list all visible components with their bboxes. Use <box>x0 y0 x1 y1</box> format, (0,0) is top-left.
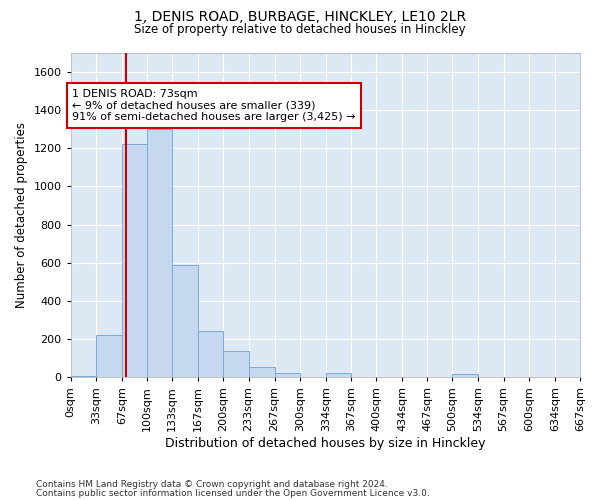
Text: Contains HM Land Registry data © Crown copyright and database right 2024.: Contains HM Land Registry data © Crown c… <box>36 480 388 489</box>
Bar <box>122 144 147 378</box>
Text: 1, DENIS ROAD, BURBAGE, HINCKLEY, LE10 2LR: 1, DENIS ROAD, BURBAGE, HINCKLEY, LE10 2… <box>134 10 466 24</box>
Text: Contains public sector information licensed under the Open Government Licence v3: Contains public sector information licen… <box>36 488 430 498</box>
Bar <box>198 330 223 378</box>
Text: Size of property relative to detached houses in Hinckley: Size of property relative to detached ho… <box>134 22 466 36</box>
Bar <box>452 374 478 378</box>
Bar <box>71 376 96 378</box>
Bar <box>275 372 300 378</box>
Text: 1 DENIS ROAD: 73sqm
← 9% of detached houses are smaller (339)
91% of semi-detach: 1 DENIS ROAD: 73sqm ← 9% of detached hou… <box>72 89 356 122</box>
Y-axis label: Number of detached properties: Number of detached properties <box>15 122 28 308</box>
Bar <box>172 264 198 378</box>
Bar <box>147 129 172 378</box>
Bar <box>326 372 351 378</box>
Bar <box>223 350 248 378</box>
X-axis label: Distribution of detached houses by size in Hinckley: Distribution of detached houses by size … <box>165 437 485 450</box>
Bar <box>96 336 122 378</box>
Bar <box>248 367 275 378</box>
